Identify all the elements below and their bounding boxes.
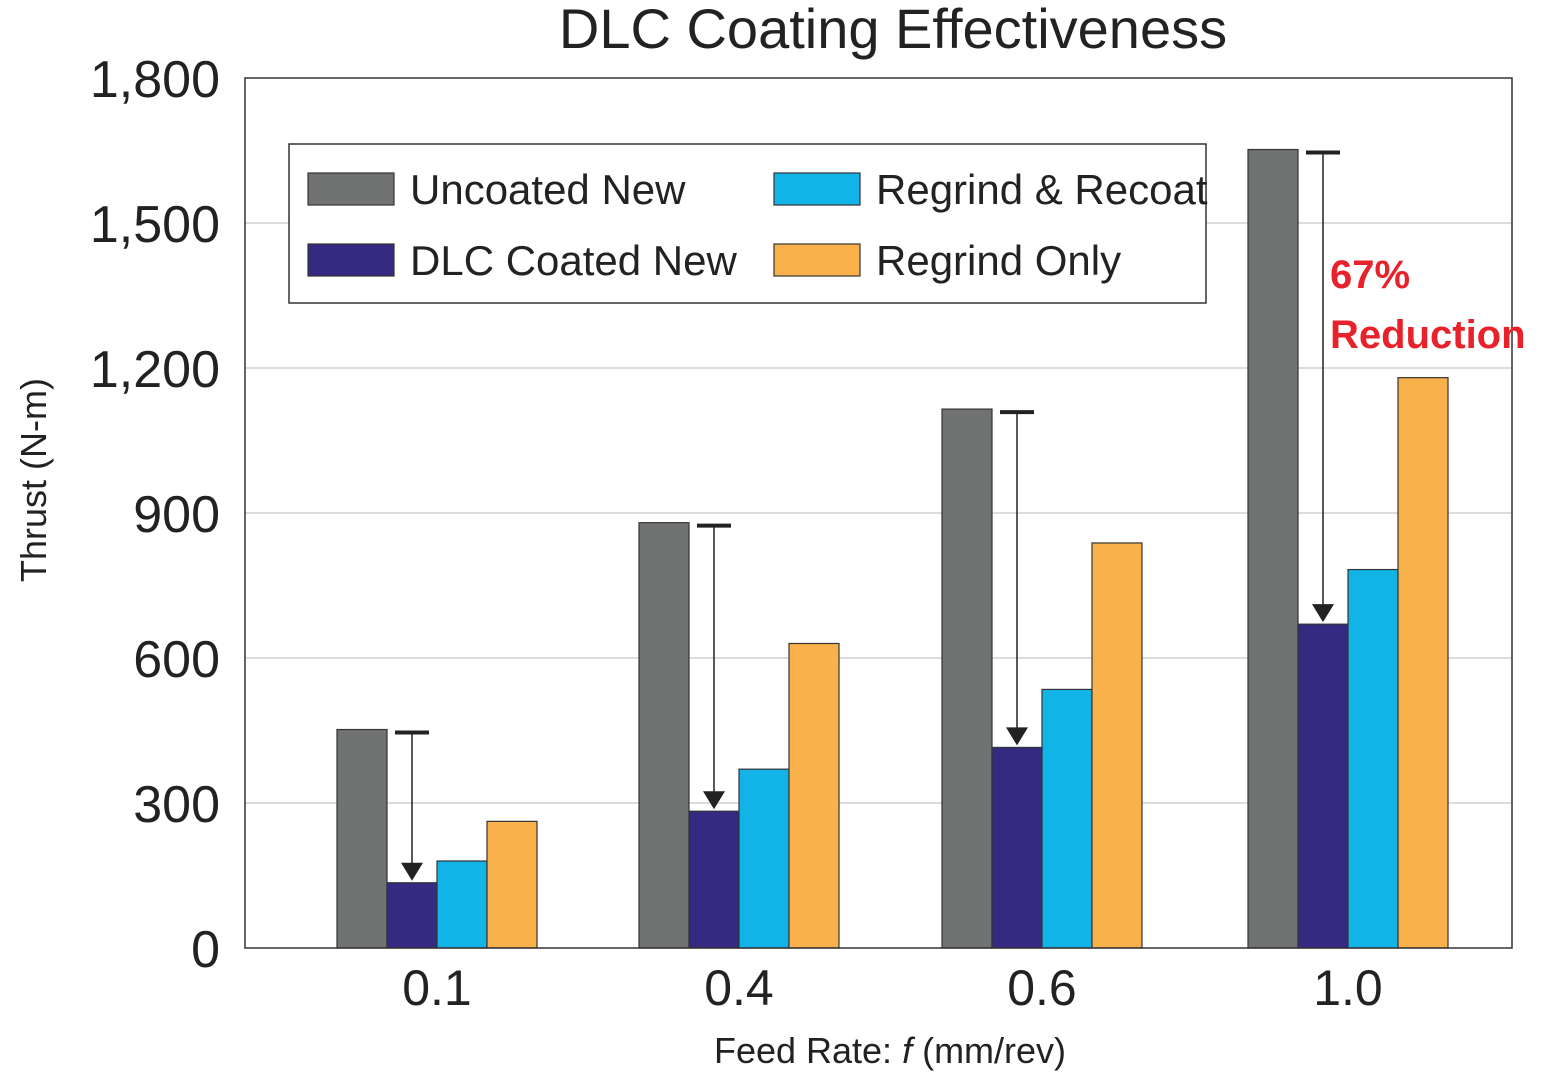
y-tick-label: 1,800 (90, 51, 220, 109)
arrow-head (401, 862, 423, 881)
bar (1397, 377, 1449, 949)
bar (738, 768, 790, 949)
bar (486, 820, 538, 949)
bar (991, 746, 1043, 949)
y-tick-label: 0 (191, 921, 220, 979)
bar (436, 860, 488, 949)
legend-label: Uncoated New (410, 166, 686, 213)
bar (941, 408, 993, 949)
bar (1247, 148, 1299, 949)
y-tick-label: 900 (133, 486, 220, 544)
x-tick-label: 0.1 (402, 960, 472, 1016)
legend-swatch (773, 172, 861, 206)
y-tick-label: 600 (133, 631, 220, 689)
bar (1041, 688, 1093, 949)
y-tick-label: 1,200 (90, 341, 220, 399)
bar (638, 522, 690, 949)
bar (1347, 568, 1399, 949)
y-axis-label: Thrust (N-m) (13, 378, 54, 582)
legend-label: Regrind Only (876, 237, 1121, 284)
x-axis-ticks: 0.1 0.4 0.6 1.0 (402, 960, 1383, 1016)
arrow-head (1006, 727, 1028, 746)
legend-swatch (307, 172, 395, 206)
plot-frame (244, 77, 1513, 949)
chart-title: DLC Coating Effectiveness (559, 0, 1227, 60)
legend-box (288, 143, 1207, 304)
annotation-percent: 67% (1330, 253, 1410, 297)
annotation-reduction: Reduction (1330, 313, 1526, 357)
legend-swatch (307, 243, 395, 277)
y-axis-ticks: 0 300 600 900 1,200 1,500 1,800 (90, 51, 220, 979)
bar (788, 642, 840, 949)
reduction-arrows (395, 150, 1340, 881)
arrow-head (703, 791, 725, 810)
arrow-head (1312, 604, 1334, 623)
legend-label: Regrind & Recoat (876, 166, 1208, 213)
x-tick-label: 1.0 (1313, 960, 1383, 1016)
y-tick-label: 300 (133, 776, 220, 834)
y-tick-label: 1,500 (90, 196, 220, 254)
x-tick-label: 0.6 (1007, 960, 1077, 1016)
legend-swatch (773, 243, 861, 277)
bar (688, 810, 740, 949)
legend: Uncoated New DLC Coated New Regrind & Reco… (288, 143, 1208, 304)
bar (1091, 542, 1143, 949)
bar (386, 882, 438, 949)
bar (1297, 623, 1349, 949)
x-axis-label-prefix: Feed Rate: (714, 1030, 902, 1071)
x-axis-label: Feed Rate: f (mm/rev) (714, 1030, 1066, 1071)
x-axis-label-suffix: (mm/rev) (912, 1030, 1066, 1071)
x-tick-label: 0.4 (704, 960, 774, 1016)
legend-label: DLC Coated New (410, 237, 737, 284)
bar (336, 728, 388, 949)
bars-group (336, 148, 1449, 949)
